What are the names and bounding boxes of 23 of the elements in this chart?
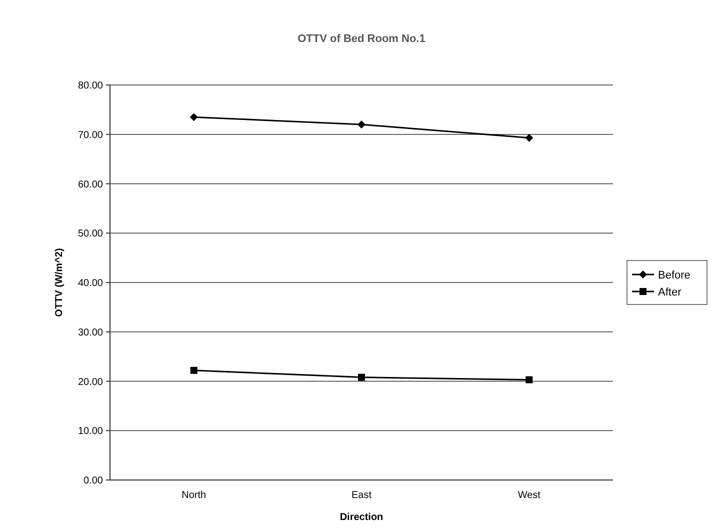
y-tick-label: 50.00 — [78, 228, 104, 240]
x-tick-label: West — [518, 490, 541, 501]
y-tick-label: 30.00 — [78, 327, 104, 338]
legend-label: After — [658, 286, 682, 298]
y-axis-title: OTTV (W/m^2) — [54, 248, 65, 317]
point — [358, 374, 365, 381]
y-tick-label: 20.00 — [78, 376, 104, 388]
point — [525, 134, 534, 142]
y-tick-label: 70.00 — [78, 130, 104, 141]
x-tick-label: East — [351, 490, 372, 501]
point — [190, 366, 198, 374]
y-tick-label: 10.00 — [78, 426, 104, 438]
chart-title: OTTV of Bed Room No.1 — [298, 33, 426, 45]
legend-label: Before — [658, 269, 690, 282]
y-tick-label: 40.00 — [78, 278, 104, 289]
x-axis-title: Direction — [340, 512, 384, 523]
y-tick-label: 60.00 — [78, 179, 104, 190]
y-tick-label: 80.00 — [78, 80, 104, 92]
y-tick-label: 0.00 — [84, 476, 104, 486]
point — [358, 120, 366, 128]
point — [526, 376, 533, 384]
point — [190, 113, 198, 122]
x-tick-label: North — [182, 490, 206, 501]
